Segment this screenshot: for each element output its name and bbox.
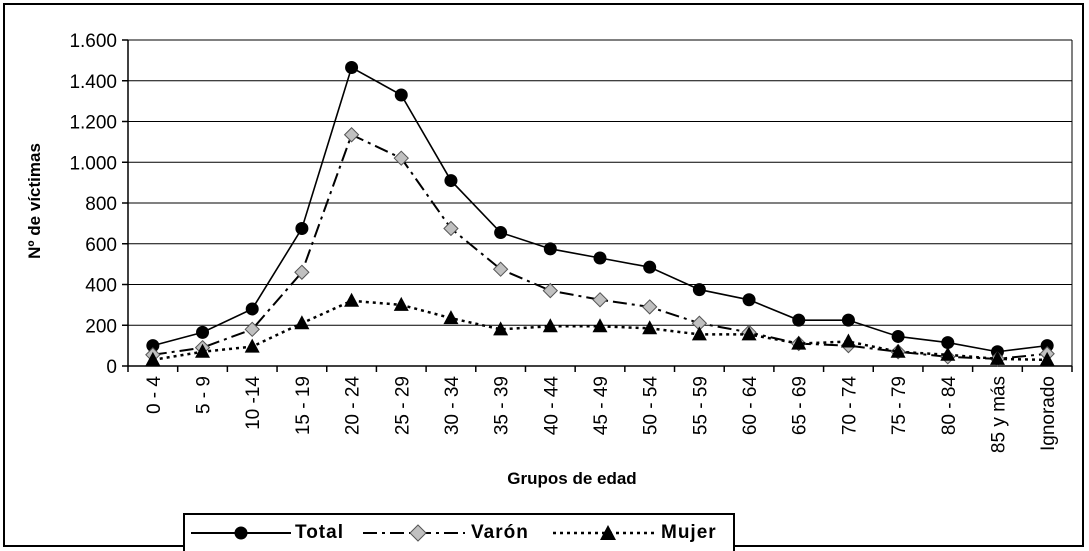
data-point (345, 61, 359, 75)
legend-label-varon: Varón (471, 522, 529, 543)
data-point (642, 320, 658, 335)
data-point (692, 283, 706, 297)
x-tick-label: 5 - 9 (194, 376, 215, 414)
x-tick-label: Ignorado (1038, 376, 1059, 451)
data-point (294, 264, 310, 280)
data-point (244, 338, 260, 353)
legend-marker-varon (363, 524, 465, 542)
y-tick-label: 200 (85, 316, 117, 337)
x-tick-label: 20 - 24 (343, 376, 364, 436)
data-point (393, 150, 409, 166)
y-tick-label: 1.400 (69, 72, 117, 93)
x-tick-label: 35 - 39 (492, 376, 513, 435)
data-point (343, 127, 360, 143)
y-tick-label: 1.600 (69, 31, 117, 52)
legend-marker-total (191, 526, 291, 540)
legend: Total Varón Mujer (183, 513, 735, 551)
data-point (641, 299, 658, 315)
data-point (643, 260, 657, 274)
x-tick-label: 10 -14 (243, 376, 264, 430)
series-group (145, 61, 1055, 367)
x-tick-label: 50 - 54 (641, 376, 662, 436)
data-point (294, 315, 310, 330)
data-point (691, 326, 707, 341)
x-tick-label: 15 - 19 (293, 376, 314, 435)
y-tick-label: 0 (106, 357, 117, 378)
data-point (196, 325, 210, 339)
data-point (592, 292, 608, 308)
data-point (741, 326, 757, 341)
data-point (890, 343, 906, 358)
y-tick-label: 1.200 (69, 113, 117, 134)
legend-marker-mujer (553, 525, 657, 540)
x-tick-label: 55 - 59 (690, 376, 711, 435)
data-point (989, 350, 1005, 365)
data-point (494, 226, 508, 240)
data-point (394, 88, 408, 102)
data-point (941, 336, 955, 350)
y-tick-label: 800 (85, 194, 117, 215)
x-tick-label: 40 - 44 (541, 376, 562, 436)
x-tick-label: 60 - 64 (740, 376, 761, 436)
data-point (840, 333, 856, 348)
data-point (295, 221, 309, 235)
x-tick-label: 65 - 69 (790, 376, 811, 435)
x-tick-label: 75 - 79 (889, 376, 910, 435)
x-tick-label: 25 - 29 (392, 376, 413, 435)
legend-item-total: Total (191, 515, 361, 551)
axes (122, 39, 1073, 372)
y-tick-labels: 0 200 400 600 800 1.000 1.200 1.400 1.600 (69, 31, 117, 378)
legend-item-mujer: Mujer (551, 515, 733, 551)
data-point (244, 321, 260, 338)
data-point (195, 343, 211, 358)
data-point (742, 293, 756, 307)
legend-label-total: Total (295, 522, 344, 543)
data-point (146, 339, 160, 353)
series-mujer (145, 292, 1055, 366)
x-tick-label: 30 - 34 (442, 376, 463, 436)
data-point (1039, 351, 1055, 366)
y-tick-label: 600 (85, 235, 117, 256)
y-axis-title: Nº de víctimas (25, 143, 44, 259)
data-point (245, 302, 259, 316)
gridlines (128, 39, 1072, 326)
data-point (493, 321, 509, 336)
data-point (542, 318, 558, 333)
data-point (841, 313, 855, 327)
data-point (344, 292, 360, 307)
data-point (940, 346, 956, 361)
data-point (891, 329, 905, 343)
data-point (542, 282, 559, 299)
data-point (145, 351, 161, 366)
series-total (146, 61, 1054, 359)
x-tick-label: 45 - 49 (591, 376, 612, 435)
data-point (792, 313, 806, 327)
x-tick-label: 70 - 74 (839, 376, 860, 436)
x-tick-label: 0 - 4 (144, 376, 165, 414)
legend-label-mujer: Mujer (661, 522, 717, 543)
data-point (443, 310, 459, 325)
data-point (393, 296, 409, 311)
data-point (443, 220, 459, 237)
data-point (593, 251, 607, 265)
data-point (1040, 339, 1054, 353)
data-point (592, 318, 608, 333)
x-tick-labels: 0 - 4 5 - 9 10 -14 15 - 19 20 - 24 25 - 29 30 … (144, 376, 1059, 454)
data-point (444, 174, 458, 188)
data-point (791, 335, 807, 350)
data-point (492, 261, 509, 277)
x-tick-label: 80 - 84 (939, 376, 960, 436)
data-point (543, 242, 557, 256)
x-tick-label: 85 y más (988, 376, 1009, 453)
series-line (152, 66, 1048, 353)
y-tick-label: 1.000 (69, 153, 117, 174)
y-tick-label: 400 (85, 276, 117, 297)
x-axis-title: Grupos de edad (507, 469, 636, 488)
legend-item-varon: Varón (361, 515, 551, 551)
